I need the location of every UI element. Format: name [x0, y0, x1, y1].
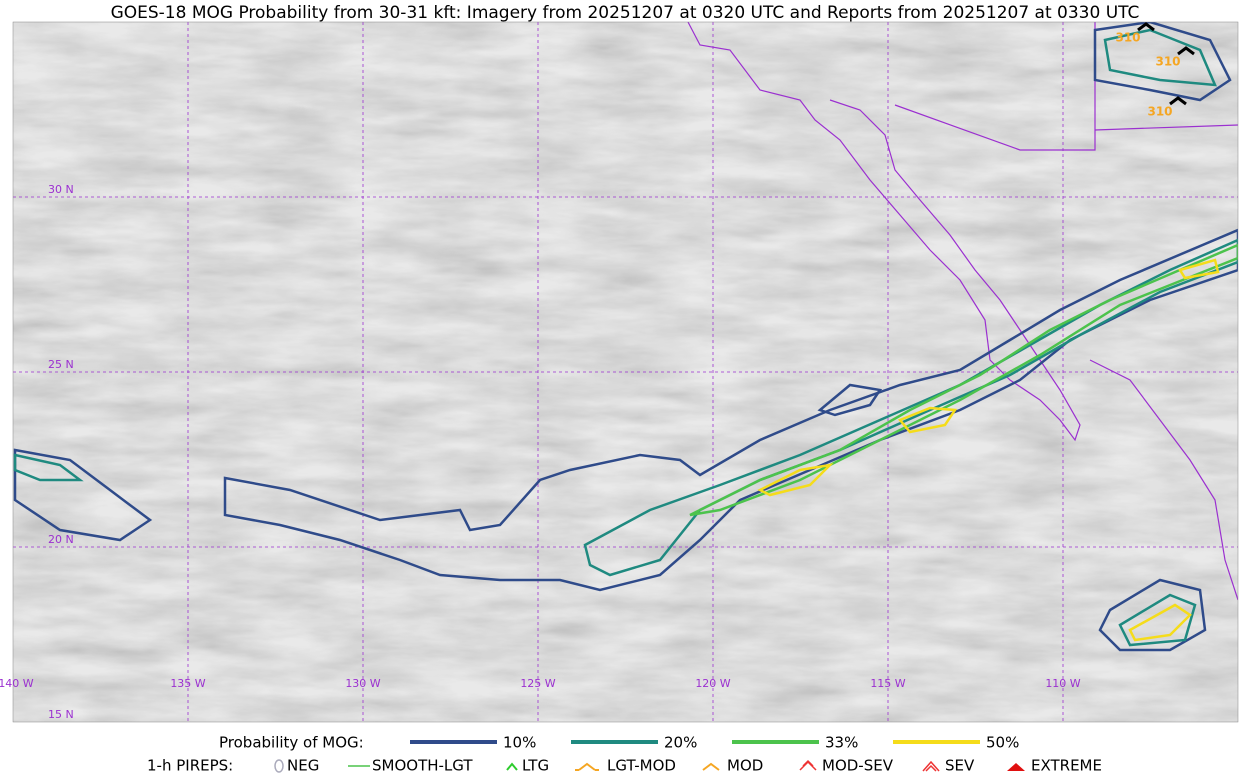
longitude-label: 130 W: [345, 677, 380, 690]
probability-legend-title: Probability of MOG:: [219, 734, 364, 752]
longitude-label: 140 W: [0, 677, 34, 690]
pirep-swatch: [702, 762, 720, 771]
pirep-legend-label: SEV: [945, 757, 975, 775]
labels: 30 N 25 N 20 N 15 N 140 W 135 W 130 W 125 W 120 …: [0, 22, 1195, 721]
latitude-label: 20 N: [48, 533, 74, 546]
latitude-label: 30 N: [48, 183, 74, 196]
longitude-label: 110 W: [1045, 677, 1080, 690]
pirep-legend-label: EXTREME: [1031, 757, 1102, 775]
mog-contours: [13, 22, 1238, 652]
pirep-legend-label: SMOOTH-LGT: [372, 757, 473, 775]
pirep-legend-label: MOD: [727, 757, 763, 775]
pirep-symbol: [1169, 96, 1187, 106]
pirep-swatch: [575, 762, 599, 771]
probability-legend-label: 10%: [503, 734, 536, 752]
latitude-label: 15 N: [48, 708, 74, 721]
map-area: [13, 22, 1238, 722]
pirep-swatch: [922, 760, 940, 772]
pirep-swatch: [506, 762, 518, 771]
graticule: [13, 22, 1238, 722]
longitude-label: 125 W: [520, 677, 555, 690]
pirep-label: 310: [1147, 105, 1172, 119]
pirep-legend-label: NEG: [287, 757, 319, 775]
pirep-legend-label: LTG: [522, 757, 549, 775]
longitude-label: 120 W: [695, 677, 730, 690]
map-frame: [12, 21, 1239, 723]
coastlines: [687, 22, 1238, 601]
pirep-swatch: [274, 759, 284, 773]
pirep-legend-label: MOD-SEV: [822, 757, 894, 775]
probability-legend-label: 20%: [664, 734, 697, 752]
title: GOES-18 MOG Probability from 30-31 kft: …: [111, 3, 1140, 23]
pirep-swatch: [1007, 763, 1025, 771]
pirep-swatch: [799, 759, 817, 771]
pirep-label: 310: [1155, 55, 1180, 69]
pirep-label: 310: [1115, 31, 1140, 45]
pirep-symbol: [1137, 22, 1155, 32]
longitude-label: 135 W: [170, 677, 205, 690]
longitude-label: 115 W: [870, 677, 905, 690]
probability-legend-label: 50%: [986, 734, 1019, 752]
pirep-symbol: [1177, 46, 1195, 56]
probability-legend-label: 33%: [825, 734, 858, 752]
legend: Probability of MOG: 10% 20% 33% 50% 1-h PIREP…: [147, 734, 1102, 775]
pirep-legend-title: 1-h PIREPS:: [147, 757, 233, 775]
pirep-legend-label: LGT-MOD: [607, 757, 676, 775]
latitude-label: 25 N: [48, 358, 74, 371]
